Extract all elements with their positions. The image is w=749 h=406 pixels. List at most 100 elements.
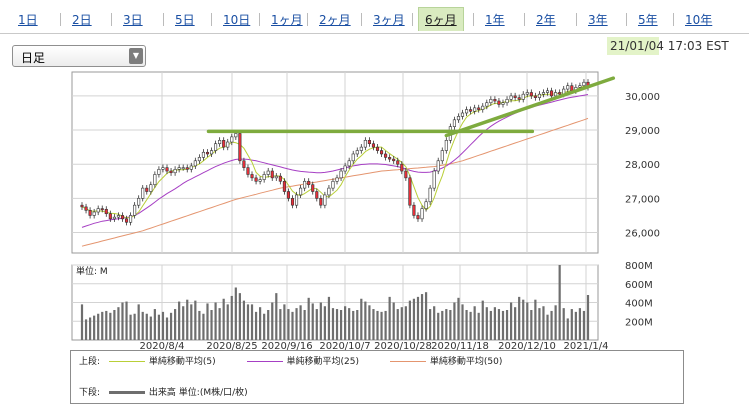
candle-body: [205, 151, 210, 155]
volume-bar: [412, 298, 416, 340]
volume-bar: [88, 317, 92, 340]
tab-4[interactable]: 10日: [223, 13, 251, 27]
candle-body: [311, 184, 315, 192]
volume-bar: [562, 308, 565, 340]
candle-body: [230, 136, 234, 143]
candle-body: [133, 204, 137, 216]
volume-bar: [578, 308, 582, 340]
volume-bar: [586, 295, 590, 340]
candle-body: [339, 170, 343, 179]
volume-bar: [509, 302, 513, 340]
volume-bar: [514, 307, 517, 340]
candle-body: [554, 92, 558, 97]
candle-body: [254, 177, 258, 182]
tab-separator: [576, 13, 577, 26]
legend-upper-row: 上段: 単純移動平均(5) 単純移動平均(25) 単純移動平均(50): [79, 354, 502, 367]
tab-6[interactable]: 2ヶ月: [319, 13, 351, 27]
candle-body: [262, 174, 266, 180]
legend-ma50-swatch: [389, 361, 426, 362]
candle-body: [266, 170, 270, 175]
candle-body: [218, 140, 222, 145]
trendline-rising: [444, 76, 616, 138]
tab-10[interactable]: 2年: [536, 13, 556, 27]
candle-body: [108, 213, 112, 220]
candle-body: [489, 99, 493, 104]
candle-body: [517, 97, 521, 100]
candle-body: [80, 204, 84, 208]
tab-7[interactable]: 3ヶ月: [373, 13, 405, 27]
volume-bar: [441, 310, 444, 340]
candle-body: [460, 112, 465, 117]
candle-body: [129, 215, 133, 223]
price-tick-label: 26,000: [625, 229, 660, 240]
tab-12[interactable]: 5年: [638, 13, 658, 27]
tab-9[interactable]: 1年: [485, 13, 505, 27]
tab-separator: [524, 13, 525, 26]
candle-body: [294, 194, 299, 206]
legend-upper-label: 上段:: [79, 357, 101, 367]
volume-bar: [101, 311, 104, 340]
candle-body: [193, 160, 197, 167]
tab-5[interactable]: 1ヶ月: [271, 13, 303, 27]
volume-bar: [327, 296, 331, 340]
candle-body: [189, 165, 193, 170]
candle-body: [541, 92, 546, 95]
tab-13[interactable]: 10年: [685, 13, 713, 27]
candle-body: [258, 179, 262, 182]
volume-bar: [582, 310, 586, 340]
volume-bar: [226, 304, 229, 340]
candle-body: [315, 191, 319, 199]
volume-bar: [137, 304, 140, 340]
volume-bar: [518, 296, 521, 340]
ma50-line: [81, 117, 589, 247]
candle-body: [550, 90, 554, 97]
volume-bar: [457, 297, 460, 340]
volume-unit-label: 単位: M: [76, 265, 108, 277]
volume-bar: [271, 302, 274, 340]
candle-body: [351, 153, 355, 162]
candle-body: [481, 105, 485, 110]
candle-body: [473, 107, 477, 112]
volume-bar: [344, 306, 347, 340]
candle-body: [124, 218, 129, 223]
candle-body: [501, 102, 505, 105]
volume-bar: [400, 307, 403, 340]
chart-interval-select[interactable]: 日足 ▼: [12, 45, 146, 67]
candle-body: [100, 208, 104, 211]
tab-8[interactable]: 6ヶ月: [418, 7, 464, 31]
volume-bar: [331, 308, 335, 340]
volume-bar: [323, 306, 326, 340]
candle-body: [529, 92, 533, 97]
last-updated: 21/01/04 17:03 EST: [607, 37, 729, 55]
tab-1[interactable]: 2日: [72, 13, 92, 27]
candle-body: [404, 170, 408, 179]
candle-body: [274, 175, 278, 179]
volume-bar: [133, 313, 136, 340]
volume-bar: [408, 300, 411, 340]
price-tick-label: 29,000: [625, 126, 660, 137]
tab-separator: [412, 13, 413, 26]
price-tick-label: 30,000: [625, 92, 660, 103]
tab-11[interactable]: 3年: [588, 13, 608, 27]
ma25-line: [81, 94, 589, 228]
volume-bar: [230, 295, 233, 340]
volume-bar: [574, 311, 577, 340]
volume-bar: [80, 304, 84, 340]
x-tick-label: 2020/11/18: [431, 341, 489, 352]
tab-3[interactable]: 5日: [175, 13, 195, 27]
tab-2[interactable]: 3日: [123, 13, 143, 27]
volume-bar: [303, 310, 306, 340]
x-tick-label: 2020/8/25: [206, 341, 257, 352]
candle-body: [137, 198, 141, 206]
volume-bar: [198, 310, 201, 340]
candle-body: [242, 160, 246, 168]
volume-bar: [254, 311, 258, 340]
volume-bar: [449, 310, 452, 340]
candle-body: [238, 133, 242, 162]
volume-bar: [348, 308, 351, 340]
volume-bar: [263, 313, 266, 340]
tab-0[interactable]: 1日: [18, 13, 38, 27]
volume-bar: [404, 306, 407, 340]
candle-body: [181, 167, 185, 170]
tab-separator: [673, 13, 674, 26]
